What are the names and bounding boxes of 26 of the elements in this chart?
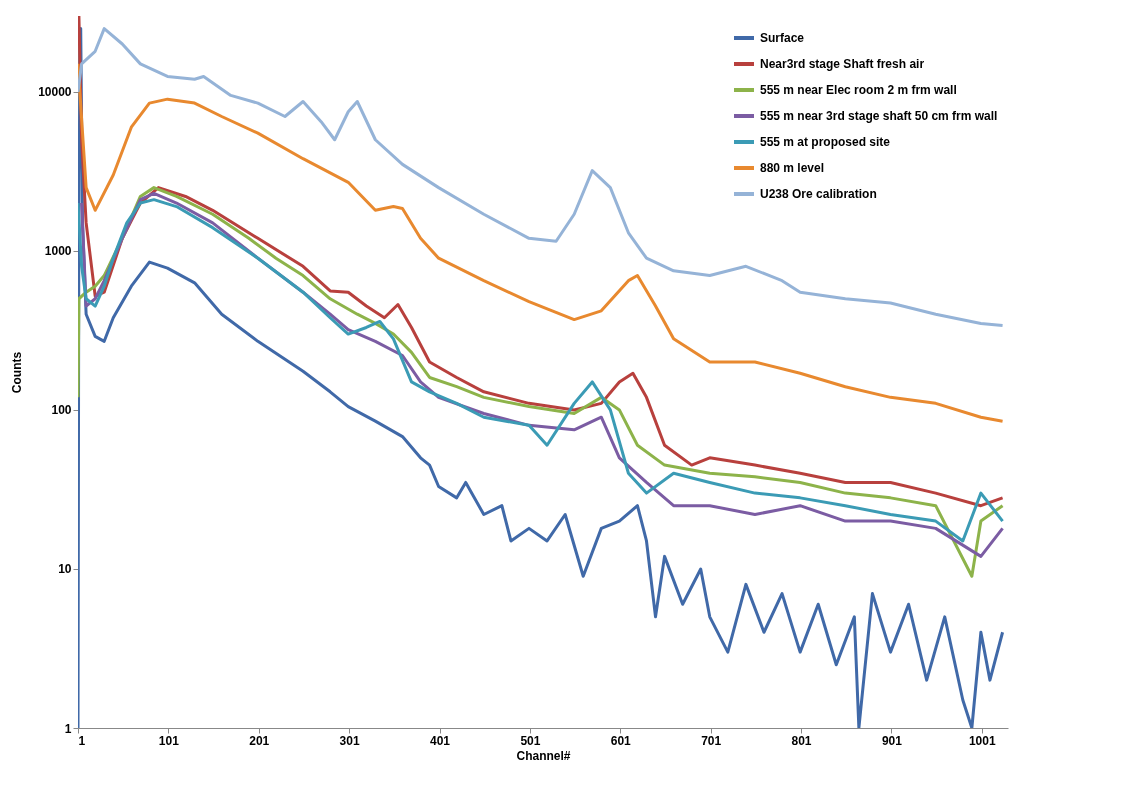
x-tick-label: 501 (520, 733, 541, 748)
x-tick-label: 701 (701, 733, 722, 748)
legend-label: 555 m at proposed site (760, 135, 891, 149)
x-tick-label: 401 (430, 733, 451, 748)
x-tick-label: 201 (249, 733, 270, 748)
line-series (78, 27, 1005, 327)
x-tick-label: 901 (881, 733, 903, 748)
y-axis-title: Counts (10, 351, 25, 394)
y-tick-label: 100 (51, 403, 72, 418)
x-tick-label: 1 (78, 733, 86, 748)
x-tick-label: 101 (158, 733, 180, 748)
x-tick-label: 1001 (968, 733, 996, 748)
legend-label: Near3rd stage Shaft fresh air (760, 57, 925, 71)
y-tick-label: 1000 (44, 244, 72, 259)
legend-label: U238 Ore calibration (760, 187, 877, 201)
legend-label: 880 m level (760, 161, 825, 175)
x-axis-title: Channel# (516, 748, 571, 763)
y-tick-label: 1 (64, 721, 72, 736)
x-tick-label: 301 (339, 733, 360, 748)
y-tick-label: 10 (58, 562, 72, 577)
legend-label: 555 m near Elec room 2 m frm wall (760, 83, 957, 97)
x-tick-label: 801 (791, 733, 812, 748)
legend-label: Surface (760, 31, 805, 45)
y-tick-label: 10000 (38, 85, 72, 100)
legend-label: 555 m near 3rd stage shaft 50 cm frm wall (760, 109, 998, 123)
x-tick-label: 601 (610, 733, 632, 748)
